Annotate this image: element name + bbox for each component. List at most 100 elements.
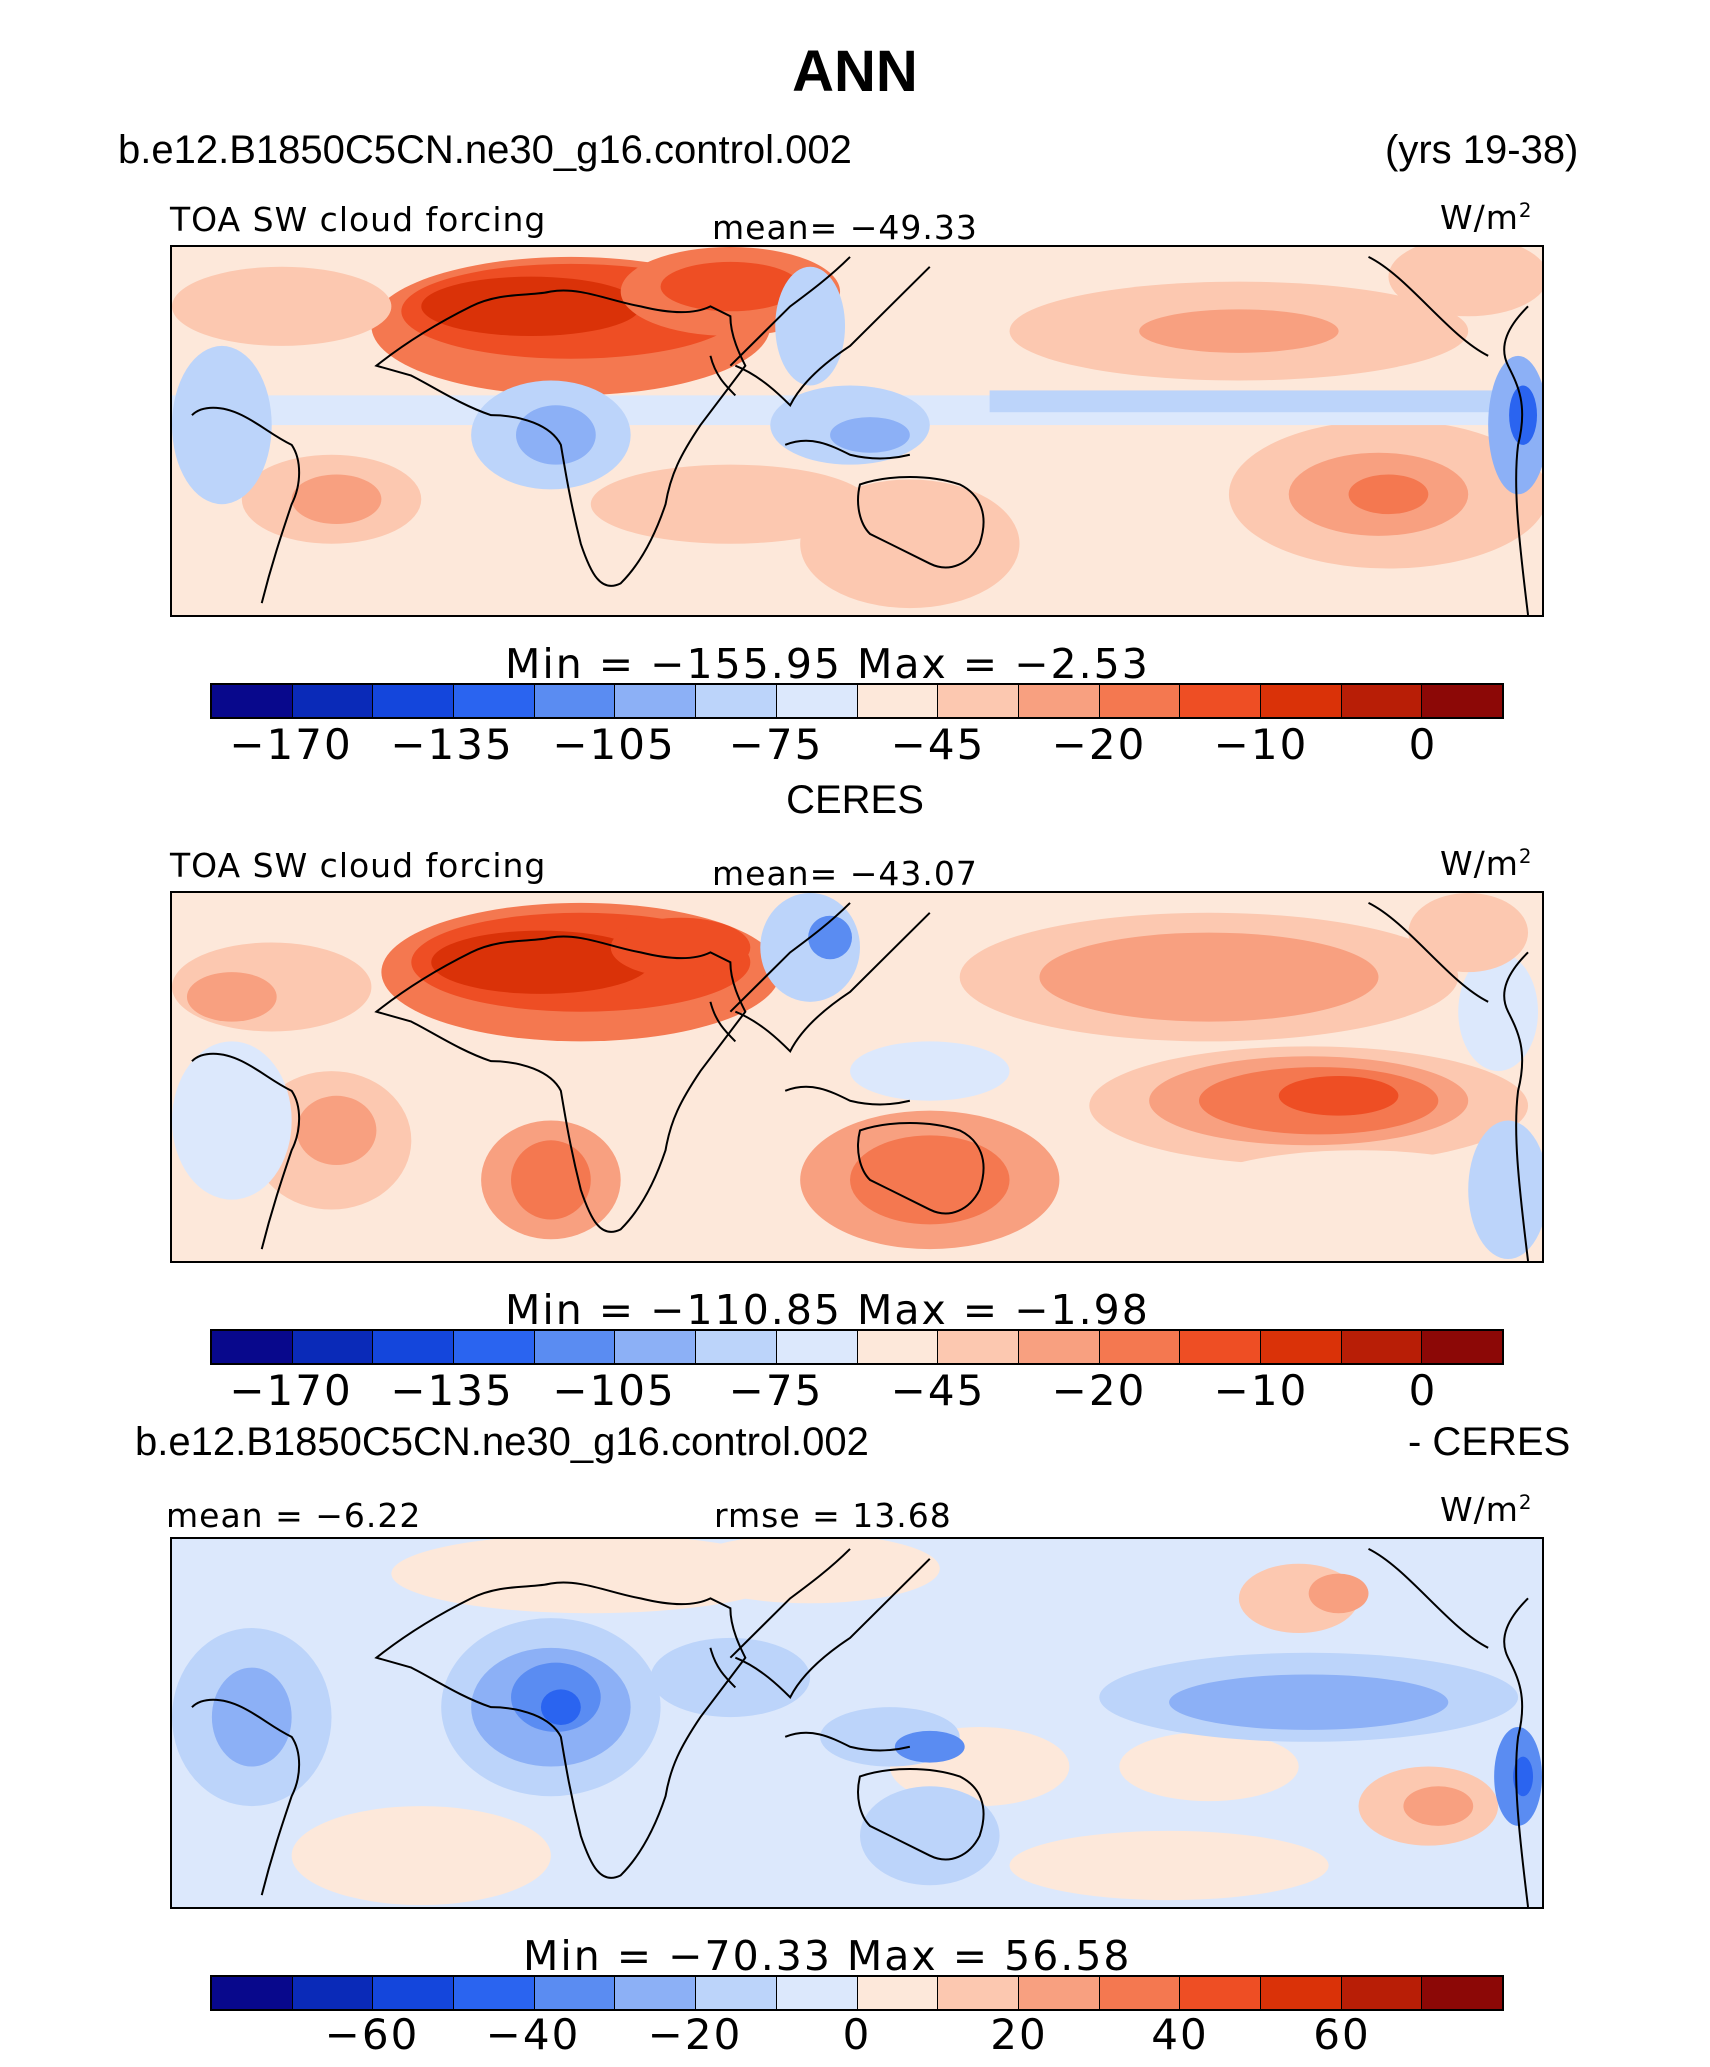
colorbar-swatch (1180, 685, 1261, 717)
obs-title: CERES (786, 778, 924, 822)
colorbar-swatch (454, 1331, 535, 1363)
colorbar-swatch (1422, 1331, 1502, 1363)
colorbar-swatch (212, 1331, 293, 1363)
colorbar-swatch (1099, 685, 1181, 717)
colorbar-swatch (696, 1331, 777, 1363)
colorbar-swatch (776, 1977, 858, 2009)
mean-label: mean= −43.07 (712, 854, 978, 893)
colorbar-swatch (1422, 685, 1502, 717)
colorbar-swatch (1180, 1331, 1261, 1363)
colorbar-tick-label: −20 (1051, 1366, 1147, 1415)
colorbar-swatch (1422, 1977, 1502, 2009)
colorbar-swatch (292, 1977, 374, 2009)
rmse-label: rmse = 13.68 (714, 1496, 952, 1535)
variable-label: TOA SW cloud forcing (170, 200, 547, 239)
case-name: b.e12.B1850C5CN.ne30_g16.control.002 (118, 128, 852, 172)
map-panel-diff (170, 1537, 1544, 1909)
map-panel-model (170, 245, 1544, 617)
colorbar-swatch (1018, 685, 1100, 717)
colorbar-tick-label: −45 (890, 1366, 986, 1415)
map-contours-model (172, 247, 1542, 609)
colorbar-model (210, 683, 1504, 719)
units-label: W/m2 (1440, 1490, 1533, 1529)
colorbar-tick-label: −135 (390, 1366, 514, 1415)
map-contours-diff (172, 1539, 1542, 1906)
minmax-label: Min = −70.33 Max = 56.58 (523, 1932, 1132, 1980)
diff-suffix: - CERES (1408, 1420, 1571, 1464)
variable-label: TOA SW cloud forcing (170, 846, 547, 885)
colorbar-swatch (1260, 685, 1342, 717)
colorbar-swatch (1099, 1331, 1181, 1363)
colorbar-swatch (292, 1331, 374, 1363)
colorbar-swatch (1260, 1331, 1342, 1363)
colorbar-swatch (615, 685, 697, 717)
colorbar-tick-label: −105 (552, 1366, 676, 1415)
colorbar-swatch (373, 1331, 455, 1363)
years-range: (yrs 19-38) (1385, 128, 1579, 172)
colorbar-swatch (212, 685, 293, 717)
colorbar-tick-label: −10 (1213, 720, 1309, 769)
coastlines (191, 256, 1530, 615)
colorbar-tick-label: −20 (1051, 720, 1147, 769)
diff-case-name: b.e12.B1850C5CN.ne30_g16.control.002 (135, 1420, 869, 1464)
colorbar-swatch (1341, 1331, 1423, 1363)
colorbar-tick-label: −75 (728, 1366, 824, 1415)
colorbar-obs (210, 1329, 1504, 1365)
colorbar-tick-label: −60 (324, 2010, 420, 2059)
colorbar-swatch (776, 685, 858, 717)
colorbar-swatch (1341, 1977, 1423, 2009)
mean-label: mean = −6.22 (166, 1496, 422, 1535)
colorbar-tick-label: 60 (1313, 2010, 1371, 2059)
colorbar-tick-label: 40 (1151, 2010, 1209, 2059)
map-panel-obs (170, 891, 1544, 1263)
coastlines (191, 902, 1530, 1261)
colorbar-diff (210, 1975, 1504, 2011)
coastlines (191, 1548, 1530, 1907)
colorbar-swatch (696, 1977, 777, 2009)
colorbar-tick-label: 0 (842, 2010, 872, 2059)
colorbar-swatch (1341, 685, 1423, 717)
colorbar-swatch (212, 1977, 293, 2009)
colorbar-tick-label: −105 (552, 720, 676, 769)
colorbar-tick-label: −170 (229, 1366, 353, 1415)
colorbar-swatch (1260, 1977, 1342, 2009)
colorbar-swatch (938, 1331, 1019, 1363)
colorbar-tick-label: −75 (728, 720, 824, 769)
minmax-label: Min = −110.85 Max = −1.98 (505, 1286, 1150, 1334)
colorbar-tick-label: 20 (990, 2010, 1048, 2059)
colorbar-swatch (776, 1331, 858, 1363)
colorbar-swatch (373, 685, 455, 717)
page-title: ANN (792, 39, 918, 104)
colorbar-swatch (373, 1977, 455, 2009)
colorbar-swatch (615, 1977, 697, 2009)
colorbar-tick-label: −10 (1213, 1366, 1309, 1415)
colorbar-tick-label: −20 (647, 2010, 743, 2059)
colorbar-swatch (938, 685, 1019, 717)
colorbar-tick-label: −135 (390, 720, 514, 769)
colorbar-swatch (857, 685, 939, 717)
mean-label: mean= −49.33 (712, 208, 978, 247)
colorbar-swatch (292, 685, 374, 717)
units-label: W/m2 (1440, 198, 1533, 237)
colorbar-swatch (615, 1331, 697, 1363)
colorbar-swatch (857, 1977, 939, 2009)
colorbar-swatch (1099, 1977, 1181, 2009)
colorbar-tick-label: −45 (890, 720, 986, 769)
colorbar-swatch (696, 685, 777, 717)
units-label: W/m2 (1440, 844, 1533, 883)
colorbar-tick-label: 0 (1408, 720, 1438, 769)
colorbar-tick-label: −40 (485, 2010, 581, 2059)
colorbar-swatch (1018, 1977, 1100, 2009)
colorbar-swatch (1180, 1977, 1261, 2009)
colorbar-swatch (454, 685, 535, 717)
map-contours-obs (172, 893, 1542, 1260)
colorbar-tick-label: 0 (1408, 1366, 1438, 1415)
colorbar-swatch (534, 1977, 616, 2009)
colorbar-swatch (534, 685, 616, 717)
colorbar-swatch (534, 1331, 616, 1363)
minmax-label: Min = −155.95 Max = −2.53 (505, 640, 1150, 688)
colorbar-swatch (857, 1331, 939, 1363)
colorbar-swatch (1018, 1331, 1100, 1363)
colorbar-swatch (938, 1977, 1019, 2009)
colorbar-swatch (454, 1977, 535, 2009)
